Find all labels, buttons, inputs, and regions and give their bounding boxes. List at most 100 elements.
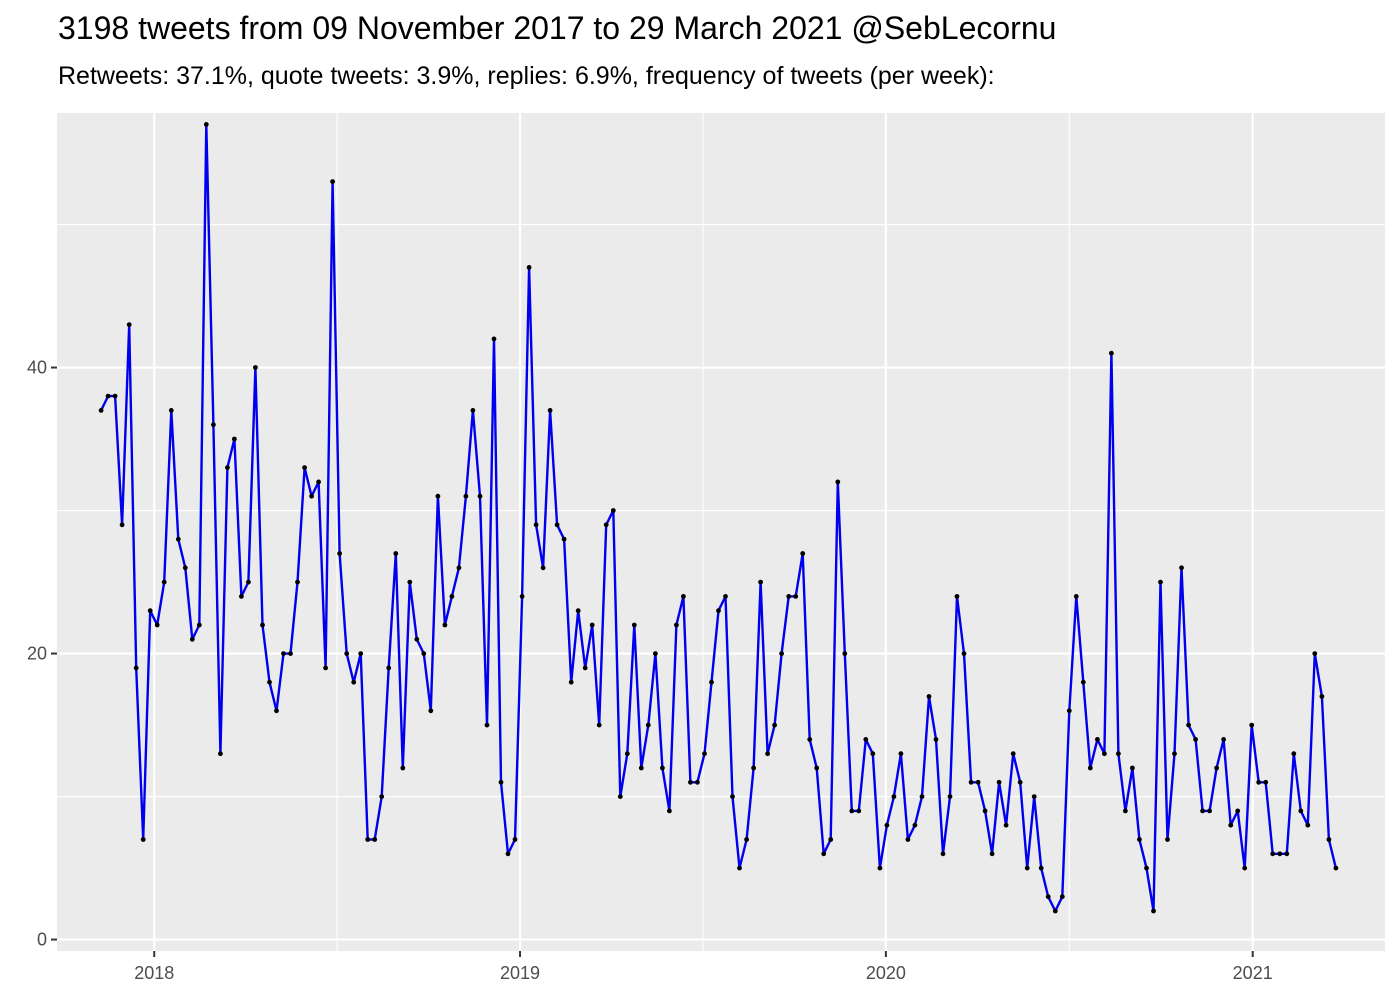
data-point — [814, 765, 820, 771]
data-point — [1038, 865, 1044, 871]
data-point — [772, 722, 777, 728]
data-point — [309, 493, 314, 499]
data-point — [126, 322, 132, 327]
data-point — [1193, 737, 1198, 742]
data-point — [1326, 837, 1332, 842]
data-point — [568, 679, 574, 685]
data-point — [674, 622, 679, 628]
data-point — [1214, 765, 1219, 771]
data-point — [203, 122, 209, 127]
data-point — [456, 565, 462, 571]
data-point — [631, 622, 637, 628]
data-point — [1235, 808, 1241, 814]
data-point — [1158, 579, 1163, 585]
chart-subtitle: Retweets: 37.1%, quote tweets: 3.9%, rep… — [58, 62, 995, 90]
data-point — [316, 479, 321, 485]
data-point — [105, 393, 111, 399]
data-point — [1284, 851, 1290, 857]
data-point — [982, 808, 988, 814]
data-point — [842, 651, 848, 656]
data-point — [358, 651, 364, 656]
data-point — [288, 651, 293, 656]
data-point — [1172, 751, 1177, 757]
data-point — [1179, 565, 1184, 571]
y-tick-label: 0 — [37, 930, 47, 950]
data-point — [1291, 751, 1297, 757]
data-point — [1312, 651, 1318, 656]
data-point — [393, 551, 399, 556]
data-point — [863, 737, 869, 742]
y-tick-label: 20 — [27, 644, 47, 664]
minor-gridlines — [57, 113, 1385, 951]
data-point — [1123, 808, 1128, 814]
data-point — [575, 608, 581, 614]
data-point — [554, 522, 560, 528]
data-point — [196, 622, 202, 628]
data-point — [1249, 722, 1255, 728]
data-point — [351, 679, 357, 685]
data-point — [1045, 894, 1051, 900]
data-point — [1073, 594, 1079, 599]
data-point — [477, 493, 483, 499]
data-point — [954, 594, 960, 599]
data-point — [547, 408, 553, 413]
data-point — [484, 722, 490, 728]
data-point — [442, 622, 448, 628]
data-point — [182, 565, 188, 571]
data-point — [323, 665, 328, 671]
data-point — [295, 579, 300, 585]
data-point — [225, 465, 230, 470]
data-point — [218, 751, 223, 757]
data-point — [877, 865, 883, 871]
data-point — [667, 808, 672, 814]
data-point — [660, 765, 665, 771]
data-point — [302, 465, 307, 470]
data-point — [891, 794, 897, 799]
data-point — [1137, 837, 1142, 842]
data-point — [765, 751, 770, 757]
data-point — [723, 594, 728, 599]
data-point — [428, 708, 434, 714]
x-tick-label: 2021 — [1233, 963, 1273, 983]
data-point — [849, 808, 855, 814]
data-point — [421, 651, 427, 656]
data-point — [1242, 865, 1248, 871]
data-point — [246, 579, 251, 585]
data-point — [400, 765, 406, 771]
data-point — [1277, 851, 1283, 857]
data-point — [638, 765, 644, 771]
data-point — [589, 622, 595, 628]
data-point — [119, 522, 125, 528]
plot-panel — [57, 113, 1385, 951]
x-tick-label: 2019 — [500, 963, 540, 983]
data-point — [870, 751, 876, 757]
data-point — [653, 651, 658, 656]
data-point — [470, 408, 476, 413]
data-point — [610, 508, 616, 513]
data-point — [239, 594, 244, 599]
data-point — [1024, 865, 1030, 871]
data-point — [975, 779, 981, 785]
data-point — [365, 837, 371, 842]
data-point — [526, 265, 532, 270]
data-point — [800, 551, 806, 556]
data-point — [779, 651, 784, 656]
data-point — [596, 722, 602, 728]
data-point — [730, 794, 735, 799]
data-point — [716, 608, 721, 614]
data-point — [617, 794, 623, 799]
data-point — [1052, 908, 1058, 914]
data-point — [695, 779, 700, 785]
data-point — [947, 794, 953, 799]
data-point — [1087, 765, 1093, 771]
data-point — [1200, 808, 1205, 814]
data-point — [919, 794, 925, 799]
data-point — [786, 594, 792, 599]
data-point — [989, 851, 995, 857]
data-point — [737, 865, 742, 871]
data-point — [512, 837, 518, 842]
data-point — [147, 608, 153, 614]
data-point — [835, 479, 841, 485]
x-tick-label: 2020 — [866, 963, 906, 983]
data-point — [1080, 679, 1086, 685]
